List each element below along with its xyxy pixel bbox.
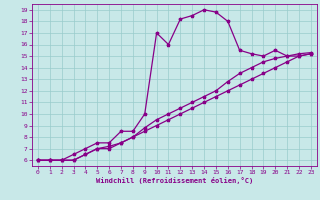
X-axis label: Windchill (Refroidissement éolien,°C): Windchill (Refroidissement éolien,°C) bbox=[96, 177, 253, 184]
